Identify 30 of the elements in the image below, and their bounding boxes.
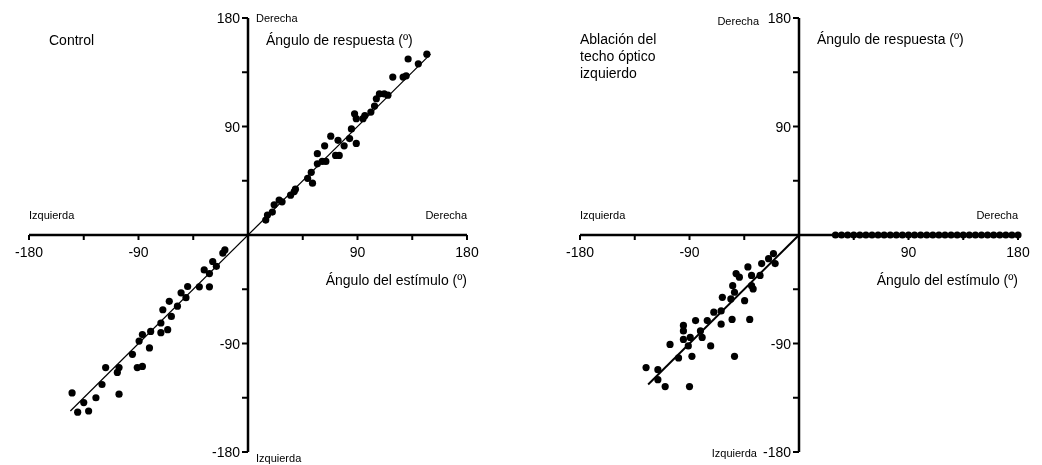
y-tick-label: -180 [762, 444, 792, 460]
y-axis-title: Ángulo de respuesta (º) [266, 32, 413, 48]
x-tick-label: -90 [679, 244, 700, 260]
annotation: Derecha [717, 15, 760, 27]
x-tick-label: 90 [349, 244, 366, 260]
y-tick-label: 180 [767, 10, 792, 26]
x-axis-title: Ángulo del estímulo (º) [325, 272, 467, 288]
text: Control [49, 32, 95, 48]
annotation: Derecha [976, 209, 1019, 221]
annotation: Izquierda [711, 447, 758, 459]
annotation: Izquierda [580, 209, 627, 221]
x-axis-title: Ángulo del estímulo (º) [876, 272, 1018, 288]
y-tick-label: -180 [211, 444, 241, 460]
x-tick-label: -90 [128, 244, 149, 260]
y-tick-label: 90 [775, 118, 792, 135]
annotation: Izquierda [29, 209, 76, 221]
x-tick-label: -180 [565, 244, 595, 260]
y-tick-label: 90 [224, 118, 241, 135]
annotation: Derecha [425, 209, 468, 221]
y-axis-title: Ángulo de respuesta (º) [817, 31, 964, 47]
x-tick-label: 180 [455, 244, 479, 260]
y-tick-label: -90 [770, 335, 792, 352]
x-tick-label: 180 [1006, 244, 1030, 260]
y-tick-label: -90 [219, 335, 241, 352]
y-tick-label: 180 [216, 10, 241, 26]
x-tick-label: 90 [900, 244, 917, 260]
x-tick-label: -180 [14, 244, 44, 260]
annotation: Derecha [256, 12, 299, 24]
annotation: Izquierda [256, 452, 303, 464]
text: Ablación del techo óptico izquierdo [580, 31, 657, 81]
